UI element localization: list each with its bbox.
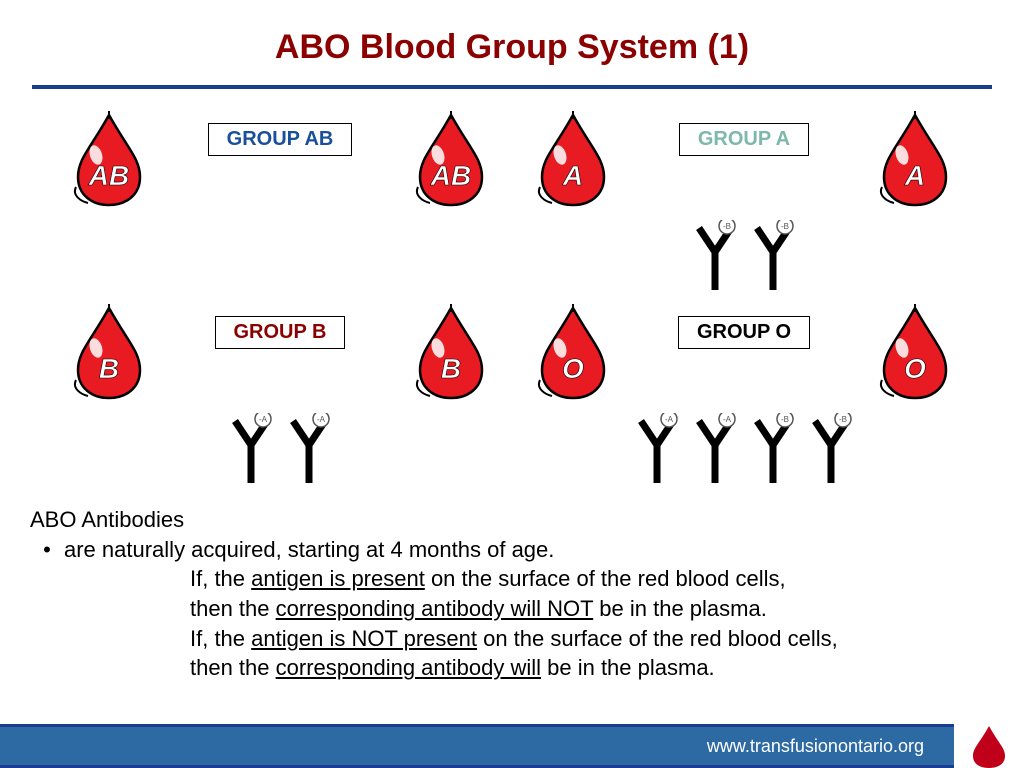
group-o: O GROUP O O -A -A -B -B [534, 302, 954, 485]
group-label-b: GROUP B [215, 316, 346, 349]
group-a: A GROUP A A -B -B [534, 109, 954, 292]
footer-url: www.transfusionontario.org [707, 736, 924, 757]
blood-drop-icon: A [534, 109, 612, 214]
body-text: ABO Antibodies • are naturally acquired,… [0, 485, 1024, 683]
body-line: If, the antigen is present on the surfac… [30, 564, 994, 594]
body-line: then the corresponding antibody will NOT… [30, 594, 994, 624]
svg-text:-A: -A [723, 415, 732, 424]
blood-drop-icon: O [534, 302, 612, 407]
antibody-icon: -B [751, 220, 795, 292]
body-heading: ABO Antibodies [30, 505, 994, 535]
body-line: then the corresponding antibody will be … [30, 653, 994, 683]
antibody-icon: -B [751, 413, 795, 485]
bullet-icon: • [30, 535, 64, 565]
blood-drop-icon: B [70, 302, 148, 407]
group-label-o: GROUP O [678, 316, 810, 349]
svg-text:-A: -A [665, 415, 674, 424]
blood-drop-icon: AB [70, 109, 148, 214]
group-ab: AB GROUP AB AB [70, 109, 490, 292]
svg-text:-B: -B [781, 415, 789, 424]
group-row-2: B GROUP B B -A -A O [0, 292, 1024, 485]
svg-text:-B: -B [723, 222, 731, 231]
body-bullet: • are naturally acquired, starting at 4 … [30, 535, 994, 565]
svg-text:A: A [904, 160, 925, 191]
blood-drop-icon: B [412, 302, 490, 407]
svg-text:-A: -A [259, 415, 268, 424]
svg-text:O: O [904, 353, 926, 384]
footer-drop-icon [954, 724, 1024, 768]
antibody-icon: -A [693, 413, 737, 485]
svg-text:AB: AB [88, 160, 129, 191]
blood-drop-icon: A [876, 109, 954, 214]
svg-text:O: O [562, 353, 584, 384]
footer: www.transfusionontario.org [0, 724, 1024, 768]
antibody-icon: -A [635, 413, 679, 485]
svg-text:-A: -A [317, 415, 326, 424]
svg-text:B: B [99, 353, 119, 384]
svg-text:B: B [441, 353, 461, 384]
antibody-icon: -B [693, 220, 737, 292]
svg-text:A: A [562, 160, 583, 191]
blood-drop-icon: O [876, 302, 954, 407]
antibody-row-b: -A -A [70, 413, 490, 485]
group-b: B GROUP B B -A -A [70, 302, 490, 485]
svg-text:AB: AB [430, 160, 471, 191]
blood-drop-icon: AB [412, 109, 490, 214]
antibody-icon: -A [229, 413, 273, 485]
group-label-a: GROUP A [679, 123, 809, 156]
bullet-text: are naturally acquired, starting at 4 mo… [64, 535, 554, 565]
group-row-1: AB GROUP AB AB A GROUP A A [0, 89, 1024, 292]
page-title: ABO Blood Group System (1) [0, 0, 1024, 67]
antibody-icon: -B [809, 413, 853, 485]
footer-bar: www.transfusionontario.org [0, 724, 954, 768]
antibody-row-o: -A -A -B -B [534, 413, 954, 485]
body-line: If, the antigen is NOT present on the su… [30, 624, 994, 654]
svg-text:-B: -B [781, 222, 789, 231]
group-label-ab: GROUP AB [208, 123, 353, 156]
antibody-icon: -A [287, 413, 331, 485]
svg-text:-B: -B [839, 415, 847, 424]
antibody-row-a: -B -B [534, 220, 954, 292]
